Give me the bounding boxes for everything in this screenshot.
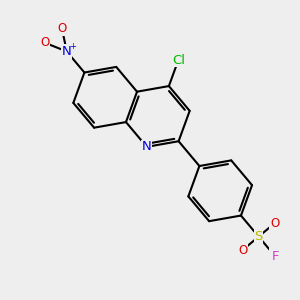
Text: O: O <box>40 36 49 49</box>
Text: O: O <box>270 217 279 230</box>
Text: F: F <box>272 250 279 263</box>
Text: O: O <box>238 244 247 256</box>
Text: S: S <box>254 230 263 243</box>
Text: N: N <box>62 45 72 58</box>
Text: N: N <box>142 140 152 153</box>
Text: +: + <box>69 42 76 51</box>
Text: Cl: Cl <box>172 54 185 67</box>
Text: O: O <box>57 22 67 34</box>
